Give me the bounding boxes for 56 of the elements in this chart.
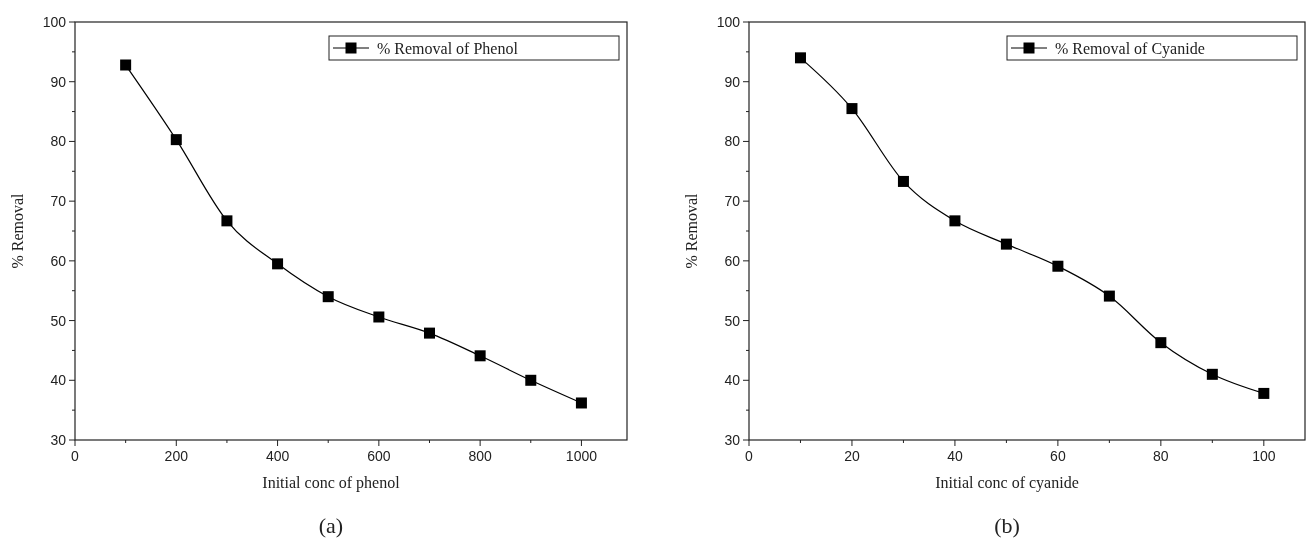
x-tick-label: 800 xyxy=(468,448,493,464)
point xyxy=(1155,337,1167,349)
y-axis-title: % Removal xyxy=(9,192,26,269)
x-tick-label: 100 xyxy=(1252,448,1276,464)
y-tick-label: 90 xyxy=(50,73,67,90)
x-tick-label: 20 xyxy=(844,448,860,464)
y-tick-label: 70 xyxy=(50,193,67,210)
y-tick-label: 70 xyxy=(724,193,741,210)
point xyxy=(1258,387,1270,399)
x-tick-label: 600 xyxy=(367,448,391,464)
x-tick-label: 200 xyxy=(164,448,189,464)
point xyxy=(474,350,486,362)
x-axis-title: Initial conc of phenol xyxy=(262,474,401,492)
y-axis-title: % Removal xyxy=(683,192,700,269)
point xyxy=(272,258,284,270)
y-tick-label: 30 xyxy=(724,432,741,448)
y-tick-label: 30 xyxy=(50,432,67,448)
point xyxy=(794,52,806,64)
point xyxy=(525,374,537,386)
x-tick-label: 0 xyxy=(745,448,754,464)
point xyxy=(322,291,334,303)
y-tick-label: 40 xyxy=(50,372,67,389)
point xyxy=(846,103,858,115)
x-tick-label: 1000 xyxy=(565,448,598,464)
text: (a) xyxy=(318,513,344,538)
point xyxy=(575,397,587,409)
legend-label: % Removal of Cyanide xyxy=(1055,40,1205,58)
y-tick-label: 100 xyxy=(42,14,67,30)
x-tick-label: 60 xyxy=(1050,448,1066,464)
y-tick-label: 90 xyxy=(724,73,741,90)
x-tick-label: 40 xyxy=(947,448,963,464)
point xyxy=(1206,368,1218,380)
x-tick-label: 400 xyxy=(265,448,290,464)
point xyxy=(1103,290,1115,302)
x-tick-label: 80 xyxy=(1153,448,1169,464)
point xyxy=(949,215,961,227)
y-tick-label: 80 xyxy=(724,133,741,150)
y-tick-label: 50 xyxy=(50,312,67,329)
point xyxy=(897,175,909,187)
y-tick-label: 50 xyxy=(724,312,741,329)
x-tick-label: 0 xyxy=(71,448,80,464)
x-axis-title: Initial conc of cyanide xyxy=(935,474,1079,492)
point xyxy=(120,59,132,71)
y-tick-label: 60 xyxy=(50,252,67,269)
point xyxy=(221,215,233,227)
legend-label: % Removal of Phenol xyxy=(377,40,519,57)
y-tick-label: 80 xyxy=(50,133,67,150)
point xyxy=(1052,260,1064,272)
text: (b) xyxy=(994,513,1020,538)
point xyxy=(1000,238,1012,250)
point xyxy=(424,327,435,339)
point xyxy=(170,134,182,146)
point xyxy=(373,311,385,323)
y-tick-label: 60 xyxy=(724,252,741,269)
y-tick-label: 40 xyxy=(724,372,741,389)
y-tick-label: 100 xyxy=(716,14,741,30)
